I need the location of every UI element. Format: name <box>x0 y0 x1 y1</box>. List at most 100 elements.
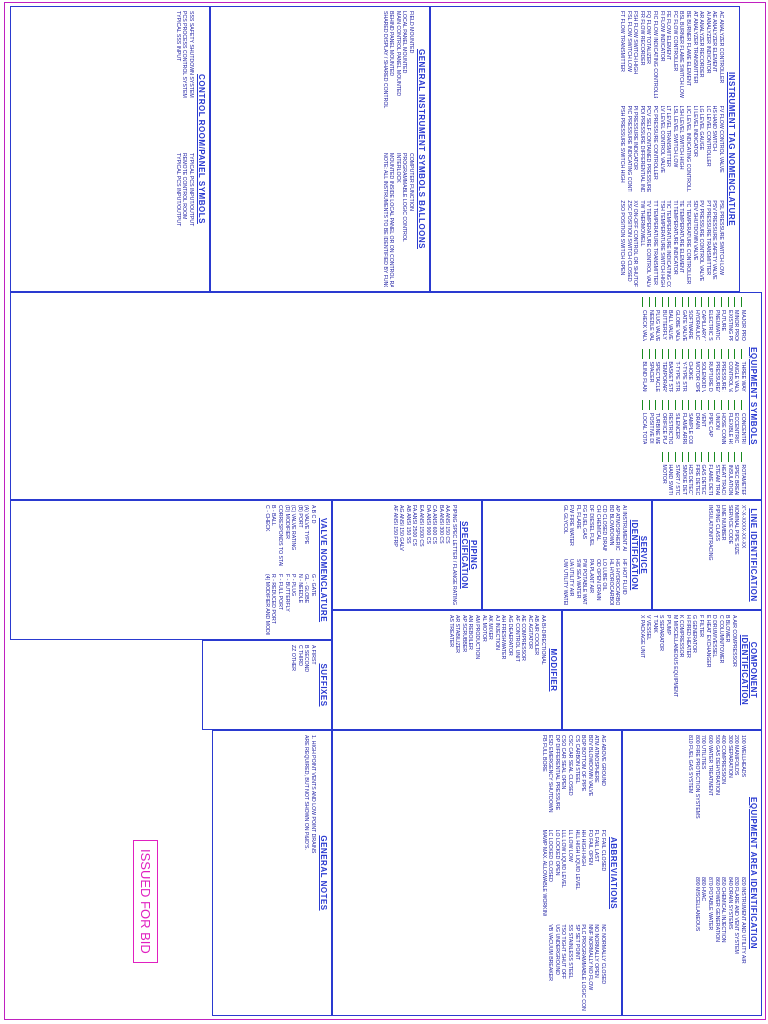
legend-item: 600 WATER TREATMENT <box>706 735 713 869</box>
item-list: FIELD MOUNTED LOCAL PANEL MOUNTED MAIN CON… <box>381 11 414 287</box>
legend-item: TURBINE METER <box>654 400 661 444</box>
symbol <box>734 451 740 462</box>
item-text: BALL VALVE <box>667 310 674 340</box>
item-text: GAS DETECTOR <box>700 464 707 496</box>
legend-section: LINE IDENTIFICATION X"-X-XXXX-XX-XX NOMINA… <box>652 500 762 610</box>
legend-item: AP ATMOSPHERIC VENT <box>614 505 621 551</box>
item-text: STEAM TRAP <box>713 464 720 496</box>
item-text: X"-X-XXXX-XX-XX <box>740 505 746 549</box>
legend-section: SUFFIXES A FIRST B SECOND C THIRD ZZ OTHER <box>202 640 332 730</box>
legend-item: CORRESPONDS TO STANDARD PIPING <box>276 505 283 566</box>
legend-item: HLL HIGH LIQUID LEVEL <box>573 830 580 917</box>
symbol <box>721 348 727 359</box>
section-title: GENERAL NOTES <box>319 835 328 911</box>
legend-item: HF HOT FLUID <box>620 559 627 605</box>
legend-item: BSL BURNER FLAME SWITCH LOW <box>678 11 684 98</box>
item-text: (4) MODIFIER AND MODIFIER REFER TO VALVE… <box>264 574 270 635</box>
legend-item: STEAM TRAP <box>713 451 720 496</box>
legend-item: SS STAINLESS STEEL <box>566 924 573 1011</box>
legend-item: FG FUEL GAS <box>581 505 587 551</box>
legend-item: UA UTILITY AIR <box>568 559 574 605</box>
symbol <box>655 400 661 410</box>
item-text: N - NEEDLE <box>296 574 303 604</box>
item-text: TV TEMPERATURE CONTROL VALVE <box>645 200 652 287</box>
item-list: AI INSTRUMENT AIR AP ATMOSPHERIC VENT BD B… <box>561 505 627 605</box>
item-text: FR FLOW RECORDER <box>638 11 645 66</box>
legend-item: AB ANSI 150 SS <box>404 505 411 605</box>
item-text: UNION <box>713 413 720 430</box>
legend-item: 800 FIRE PROTECTION SYSTEMS <box>693 735 700 869</box>
item-text: DA ANSI 900 CS <box>424 505 431 544</box>
item-text: PROGRAMMABLE LOGIC CONTROL <box>401 153 408 242</box>
legend-section: GENERAL NOTES 1. HIGH POINT VENTS AND LOW… <box>212 730 332 1016</box>
legend-item: ANGLE VALVE <box>733 348 740 393</box>
legend-item: AG ABOVE GROUND <box>599 735 606 822</box>
item-text: A FIRST <box>310 645 316 665</box>
item-text: SERVICE CODE <box>726 505 733 545</box>
item-text: AP ATMOSPHERIC VENT <box>614 505 621 551</box>
legend-item: FSH FLOW SWITCH HIGH <box>632 11 638 98</box>
symbol <box>688 451 694 462</box>
item-text: 800 FIRE PROTECTION SYSTEMS <box>693 735 700 819</box>
item-text: LO LUBE OIL <box>601 559 608 591</box>
symbol <box>714 451 720 462</box>
legend-item: CD CLOSED DRAIN <box>601 505 607 551</box>
item-text: LOCAL TOTALIZING <box>641 413 648 444</box>
item-text: 300 SEPARATION <box>726 735 733 778</box>
item-list: SSS SAFETY SHUTDOWN SYSTEM PCS PROCESS CO… <box>174 11 194 287</box>
legend-item: HL HYDROCARBON LIQUID <box>607 559 614 605</box>
legend-item: PROGRAMMABLE LOGIC CONTROL <box>401 153 408 287</box>
legend-item: PLUG VALVE <box>654 297 660 341</box>
legend-item: XV ON-OFF CONTROL OR SHUTOFF VALVE <box>632 200 638 287</box>
legend-item: TYPICAL PCS INPUT/OUTPUT <box>187 153 194 287</box>
legend-item: CONCENTRIC REDUCER <box>739 400 746 444</box>
legend-item: G GENERATOR <box>691 615 697 725</box>
item-text: UW UTILITY WATER <box>561 559 568 605</box>
legend-item: LG LEVEL GAUGE <box>698 106 704 193</box>
legend-item: NC NORMALLY CLOSED <box>599 924 606 1011</box>
legend-item: TYPICAL SSS INPUT <box>174 11 181 145</box>
item-text: B - BALL <box>270 505 277 526</box>
item-text: BE BURNER FLAME ELEMENT <box>685 11 692 86</box>
item-text: CA ANSI 600 CS <box>431 505 438 544</box>
legend-item: NO NORMALLY OPEN <box>593 924 599 1011</box>
symbol <box>727 297 733 307</box>
item-text: HLL HIGH LIQUID LEVEL <box>573 829 580 890</box>
item-text: LL LOW LOW <box>567 829 574 862</box>
item-text: SPECTACLE BLIND <box>654 361 661 393</box>
legend-item: FIRE DETECTOR <box>693 451 700 495</box>
legend-item: ARE REQUIRED, BUT NOT SHOWN ON P&ID'S. <box>303 735 309 1011</box>
item-list: 1. HIGH POINT VENTS AND LOW POINT DRAINS… <box>303 735 316 1011</box>
section-title: CONTROL ROOM/PANEL SYMBOLS <box>197 74 206 224</box>
legend-item: MOUNTED INSIDE LOCAL PANEL OR ON CONTROL… <box>388 153 394 287</box>
item-text: SILENCER <box>674 413 681 439</box>
item-text: VENT <box>700 413 707 427</box>
item-text: ANGLE VALVE <box>733 361 740 393</box>
item-text: V VESSEL <box>645 615 652 641</box>
legend-item: E HEAT EXCHANGER <box>704 615 711 725</box>
item-text: SMOKE DETECTOR <box>680 464 687 496</box>
item-text: PRESSURE SAFETY VALVE <box>720 362 726 393</box>
item-text: M MISCELLANEOUS EQUIPMENT <box>671 615 678 698</box>
item-text: AI INSTRUMENT AIR <box>621 505 627 551</box>
legend-item: TIC TEMPERATURE INDICATING CONTROLLER <box>665 200 671 287</box>
item-text: INSULATION/TRACING <box>707 505 714 561</box>
item-text: POSITIVE DISPLACEMENT METER <box>648 413 654 444</box>
item-text: AR ANALYZER RECORDER <box>698 11 705 78</box>
item-text: AA ANSI 150 CS <box>444 505 451 544</box>
legend-item: 810 FUEL GAS SYSTEM <box>687 735 693 869</box>
item-text: AH FRESHWATER <box>500 615 507 660</box>
legend-item: LC LOCKED CLOSED <box>547 830 553 917</box>
item-text: (A) VALVE TYPE <box>303 505 310 545</box>
item-text: AC AGITATOR <box>526 615 533 650</box>
item-text: GL GLYCOL <box>561 505 568 534</box>
item-text: AG DEAERATOR <box>507 615 514 656</box>
item-text: PIPING CLASS <box>713 505 720 542</box>
legend-item: LOCAL TOTALIZING <box>641 400 648 444</box>
legend-item: SSS SAFETY SHUTDOWN SYSTEM <box>187 11 194 145</box>
legend-item: INSULATION/TRACING <box>706 505 713 605</box>
item-text: FLEXIBLE HOSE <box>726 413 733 444</box>
section-title: SERVICE IDENTIFICATION <box>630 519 648 591</box>
item-text: 890 MISCELLANEOUS <box>693 877 700 932</box>
item-text: E HEAT EXCHANGER <box>704 615 711 668</box>
